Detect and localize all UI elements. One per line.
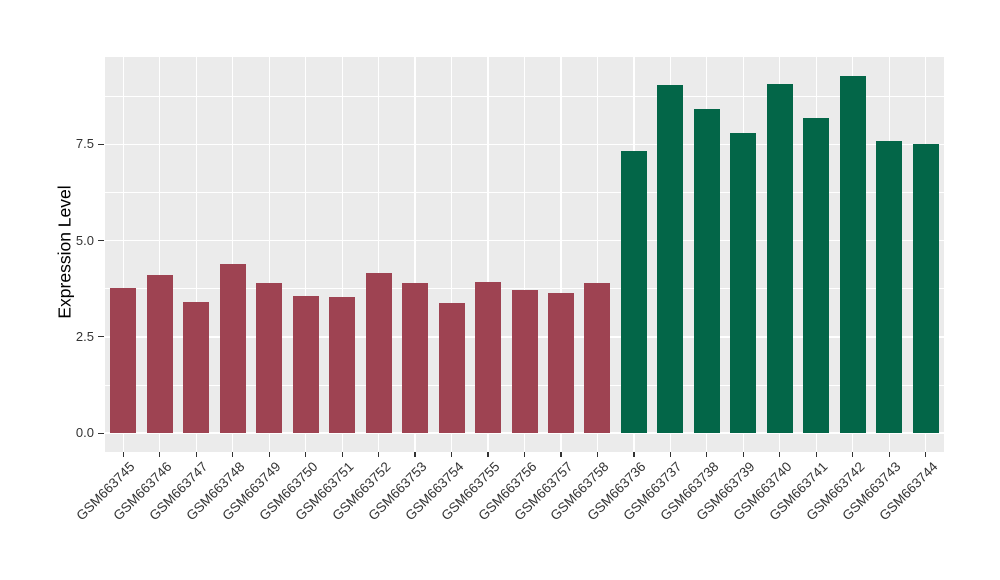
vertical-gridline [268,57,270,452]
vertical-gridline [305,57,307,452]
bar [292,296,319,434]
vertical-gridline [523,57,526,452]
y-tick-label: 5.0 [75,232,94,248]
x-tick-mark [487,452,489,457]
bar [547,292,574,434]
bar [438,303,465,434]
x-tick-mark [195,452,197,457]
x-tick-mark [560,452,562,457]
vertical-gridline [596,57,599,452]
bar [839,75,866,434]
bar [219,263,246,434]
bar [657,85,684,434]
vertical-gridline [195,57,197,452]
x-tick-mark [815,452,817,457]
bar [803,117,830,434]
vertical-gridline [560,57,562,452]
bar [402,282,429,434]
x-tick-mark [633,452,635,457]
x-tick-mark [122,452,124,457]
x-tick-mark [706,452,708,457]
x-tick-mark [888,452,890,457]
y-tick-mark [98,336,104,338]
bar [256,283,283,434]
bar [766,83,793,434]
bar [730,132,757,434]
y-axis-title: Expression Level [54,185,75,319]
vertical-gridline [159,57,161,452]
bar [912,144,939,434]
vertical-gridline [341,57,343,452]
bar [584,282,611,434]
x-tick-mark [852,452,854,457]
vertical-gridline [122,57,124,452]
y-tick-label: 7.5 [75,136,94,152]
x-tick-mark [377,452,380,457]
vertical-gridline [487,57,489,452]
x-tick-mark [925,452,927,457]
y-tick-mark [98,432,104,434]
x-tick-mark [779,452,781,457]
bar [876,140,903,434]
vertical-gridline [414,57,416,452]
bar [475,281,502,434]
bar [365,272,392,434]
bar [183,301,210,434]
x-tick-mark [669,452,671,457]
bar [511,289,538,434]
x-tick-mark [523,452,526,457]
y-tick-mark [98,143,104,145]
x-tick-mark [742,452,744,457]
vertical-gridline [232,57,234,452]
x-tick-mark [341,452,343,457]
x-tick-mark [159,452,161,457]
vertical-gridline [377,57,380,452]
y-tick-mark [98,240,104,242]
vertical-gridline [450,57,453,452]
bar [693,108,720,434]
bar [110,287,137,434]
y-tick-label: 0.0 [75,425,94,441]
x-tick-mark [232,452,234,457]
x-tick-mark [414,452,416,457]
bar [329,296,356,434]
x-tick-mark [268,452,270,457]
x-tick-mark [596,452,599,457]
x-tick-mark [450,452,453,457]
x-tick-mark [305,452,307,457]
bar [620,150,647,434]
y-tick-label: 2.5 [75,328,94,344]
bar [146,274,173,434]
plot-panel [105,57,944,452]
